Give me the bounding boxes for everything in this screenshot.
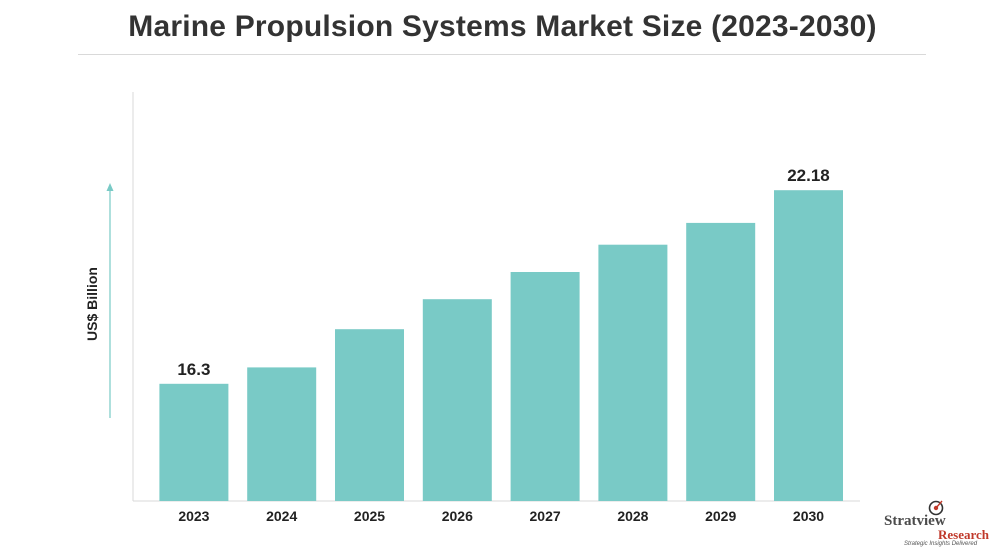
y-arrow-head (106, 183, 114, 191)
x-tick-2025: 2025 (354, 508, 385, 524)
x-tick-2028: 2028 (617, 508, 648, 524)
chart-title: Marine Propulsion Systems Market Size (2… (128, 10, 877, 43)
x-tick-labels: 2023 2024 2025 2026 2027 2028 2029 2030 (178, 508, 824, 524)
x-tick-2030: 2030 (793, 508, 824, 524)
x-tick-2026: 2026 (442, 508, 473, 524)
bar-2029 (686, 222, 756, 501)
logo-name-part1: Stratview (884, 513, 946, 529)
bar-2028 (598, 244, 668, 501)
x-tick-2029: 2029 (705, 508, 736, 524)
bars-group (159, 190, 843, 501)
logo-name-part2: Research (938, 527, 990, 542)
bar-2026 (422, 299, 492, 501)
data-label-2023: 16.3 (177, 360, 210, 379)
bar-2027 (510, 272, 580, 501)
bar-2024 (247, 367, 317, 501)
target-icon (928, 500, 944, 516)
data-labels: 16.3 22.18 (177, 166, 829, 379)
data-label-2030: 22.18 (787, 166, 830, 185)
logo-tagline: Strategic Insights Delivered (904, 541, 978, 547)
x-tick-2024: 2024 (266, 508, 297, 524)
title-divider (78, 54, 926, 55)
y-axis-label: US$ Billion (84, 267, 100, 341)
bar-2023 (159, 383, 229, 501)
bar-2025 (335, 329, 404, 501)
stratview-logo: Stratview Research Strategic Insights De… (878, 500, 990, 552)
bar-2030 (774, 190, 843, 501)
x-tick-2023: 2023 (178, 508, 209, 524)
y-arrow (106, 183, 114, 418)
x-tick-2027: 2027 (530, 508, 561, 524)
